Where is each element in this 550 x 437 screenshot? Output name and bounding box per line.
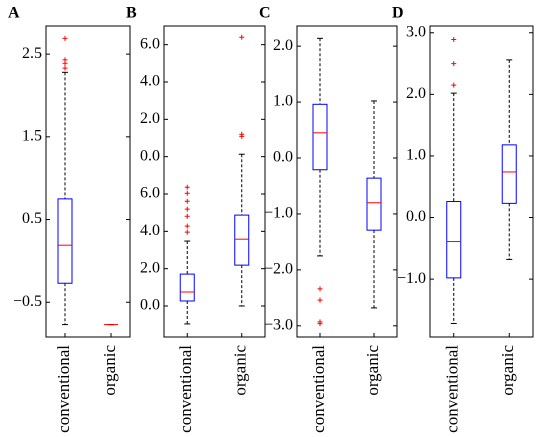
flier <box>451 37 457 43</box>
box <box>312 103 328 171</box>
flier <box>184 184 190 190</box>
flier <box>239 34 245 40</box>
flier <box>451 61 457 67</box>
box <box>366 177 382 231</box>
x-tick-label: conventional <box>176 345 195 433</box>
y-tick-label: −0.5 <box>13 293 42 310</box>
axes-frame <box>45 25 131 338</box>
flier <box>317 321 323 327</box>
y-tick-label: 2.5 <box>22 45 42 62</box>
box <box>234 214 250 266</box>
y-tick-label: 2.0 <box>273 37 293 54</box>
y-tick-label: 4.0 <box>140 73 160 90</box>
y-tick-label: 0.5 <box>22 210 42 227</box>
x-tick-label: conventional <box>443 345 462 433</box>
flier <box>184 229 190 235</box>
y-tick-label: 0.0 <box>140 147 160 164</box>
flier <box>62 60 68 66</box>
axes-frame <box>296 25 398 338</box>
y-tick-label: 1.0 <box>406 147 426 164</box>
axes-frame <box>429 25 534 338</box>
flier <box>451 82 457 88</box>
flier <box>184 223 190 229</box>
x-tick-label: organic <box>100 345 119 396</box>
flier <box>184 190 190 196</box>
x-tick-label: conventional <box>54 345 73 433</box>
x-tick-label: organic <box>231 345 250 396</box>
flier <box>184 213 190 219</box>
flier <box>62 35 68 41</box>
y-tick-label: 2.0 <box>406 85 426 102</box>
flier <box>184 206 190 212</box>
y-tick-label: −1.0 <box>264 205 293 222</box>
flier <box>184 198 190 204</box>
panel-title: A <box>8 5 20 22</box>
panel-title: D <box>392 5 404 22</box>
flier <box>317 286 323 292</box>
y-tick-label: 2.0 <box>140 110 160 127</box>
y-tick-label: 1.5 <box>22 128 42 145</box>
box <box>57 198 73 284</box>
y-tick-label: 6.0 <box>140 185 160 202</box>
y-tick-label: −1.0 <box>397 270 426 287</box>
y-tick-label: 1.0 <box>273 93 293 110</box>
y-tick-label: −2.0 <box>264 261 293 278</box>
box <box>446 201 462 279</box>
x-tick-label: organic <box>498 345 517 396</box>
y-tick-label: 3.0 <box>406 23 426 40</box>
y-tick-label: 4.0 <box>140 222 160 239</box>
x-tick-label: conventional <box>309 345 328 433</box>
box <box>179 273 195 302</box>
box <box>501 144 517 204</box>
panel-title: C <box>259 5 271 22</box>
y-tick-label: 2.0 <box>140 259 160 276</box>
y-tick-label: 0.0 <box>273 149 293 166</box>
y-tick-label: 0.0 <box>140 297 160 314</box>
flier <box>62 65 68 71</box>
x-tick-label: organic <box>363 345 382 396</box>
y-tick-label: 6.0 <box>140 35 160 52</box>
y-tick-label: −3.0 <box>264 316 293 333</box>
panel-title: B <box>126 5 137 22</box>
y-tick-label: 0.0 <box>406 208 426 225</box>
flier <box>317 297 323 303</box>
axes-frame <box>163 25 266 338</box>
flier <box>239 131 245 137</box>
